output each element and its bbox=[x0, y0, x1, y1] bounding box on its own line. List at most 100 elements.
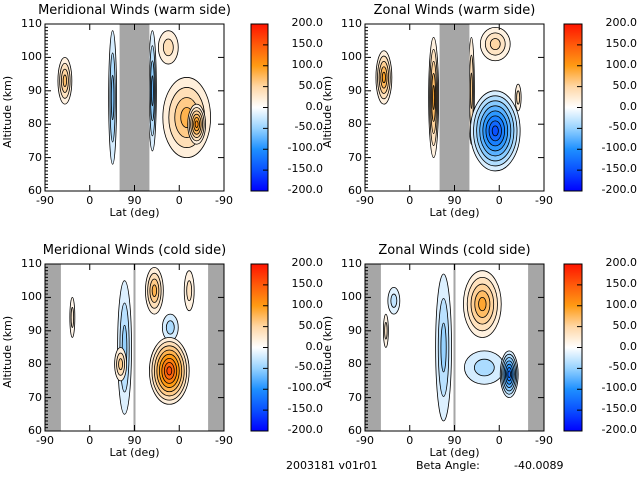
y-tick-label: 100 bbox=[341, 290, 362, 304]
colorbar-tick-label: 100.0 bbox=[605, 57, 638, 71]
colorbar-tick-label: -200.0 bbox=[601, 183, 637, 196]
x-tick-label: 0 bbox=[406, 434, 414, 447]
contour-level bbox=[158, 353, 180, 388]
contour-level bbox=[163, 362, 175, 380]
contour-level bbox=[464, 350, 505, 385]
y-tick-label: 90 bbox=[28, 83, 42, 97]
x-tick-label: 90 bbox=[447, 434, 462, 447]
colorbar-tick-label: -150.0 bbox=[601, 162, 637, 176]
contour-level bbox=[478, 296, 487, 312]
x-axis-label: Lat (deg) bbox=[429, 446, 480, 459]
contour-feature bbox=[463, 270, 502, 338]
contour-level bbox=[435, 273, 452, 422]
y-axis-label: Altitude (km) bbox=[321, 75, 334, 148]
contour-level bbox=[470, 90, 521, 172]
contour-level bbox=[150, 60, 155, 122]
contour-level bbox=[162, 77, 211, 158]
colorbar-tick-label: -100.0 bbox=[287, 381, 323, 395]
contour-level bbox=[145, 266, 164, 315]
contour-level bbox=[485, 115, 505, 147]
plot-frame bbox=[44, 23, 225, 192]
contour-level bbox=[473, 95, 518, 167]
contour-feature bbox=[187, 103, 207, 145]
contour-level bbox=[469, 54, 474, 127]
contour-feature bbox=[69, 296, 76, 338]
y-tick-label: 60 bbox=[28, 424, 42, 437]
colorbar-tick-label: 0.0 bbox=[305, 339, 324, 353]
contour-feature bbox=[162, 77, 211, 158]
contour-feature bbox=[117, 280, 132, 415]
colorbar-tick-label: -50.0 bbox=[294, 120, 323, 134]
colorbar-tick-label: -150.0 bbox=[287, 162, 323, 176]
y-axis-label: Altitude (km) bbox=[321, 315, 334, 388]
contour-level bbox=[165, 320, 175, 335]
contour-layer bbox=[365, 264, 544, 431]
y-tick-label: 80 bbox=[348, 357, 362, 371]
contour-feature bbox=[470, 90, 521, 172]
contour-level bbox=[437, 298, 450, 397]
footer-beta-value: -40.0089 bbox=[514, 459, 564, 472]
contour-feature bbox=[479, 26, 511, 62]
colorbar-tick-label: -100.0 bbox=[601, 141, 637, 155]
contour-level bbox=[149, 278, 160, 303]
contour-level bbox=[473, 358, 495, 377]
contour-level bbox=[110, 74, 115, 121]
contour-feature bbox=[157, 30, 179, 65]
contour-feature bbox=[387, 286, 401, 315]
contour-level bbox=[151, 341, 188, 401]
contour-level bbox=[470, 283, 495, 325]
x-tick-label: 0 bbox=[495, 434, 503, 447]
contour-feature bbox=[468, 36, 475, 145]
x-tick-label: 0 bbox=[495, 194, 503, 207]
contour-level bbox=[161, 357, 178, 384]
y-tick-label: 100 bbox=[341, 50, 362, 64]
colorbar-tick-label: -100.0 bbox=[287, 141, 323, 155]
y-tick-label: 90 bbox=[28, 323, 42, 337]
contour-feature bbox=[114, 347, 127, 382]
colorbar-tick-label: 100.0 bbox=[291, 57, 324, 71]
x-tick-label: -90 bbox=[535, 434, 553, 447]
contour-level bbox=[503, 360, 515, 388]
contour-level bbox=[161, 313, 179, 342]
x-tick-label: 90 bbox=[447, 194, 462, 207]
contour-feature bbox=[57, 57, 73, 105]
contour-level bbox=[149, 45, 156, 137]
contour-level bbox=[502, 357, 516, 392]
contour-level bbox=[193, 117, 201, 132]
colorbar-tick-label: 200.0 bbox=[291, 16, 324, 29]
chart-title: Meridional Winds (cold side) bbox=[42, 243, 227, 258]
contour-feature bbox=[183, 270, 195, 312]
contour-feature bbox=[108, 30, 118, 165]
x-tick-label: 90 bbox=[127, 194, 142, 207]
contour-level bbox=[516, 90, 521, 105]
contour-level bbox=[62, 74, 68, 88]
contour-feature bbox=[161, 313, 179, 342]
contour-level bbox=[468, 36, 475, 145]
contour-layer bbox=[45, 264, 224, 431]
contour-level bbox=[148, 30, 157, 152]
contour-level bbox=[432, 85, 436, 110]
contour-level bbox=[377, 55, 391, 100]
colorbar-tick-label: 50.0 bbox=[612, 78, 638, 92]
contour-level bbox=[174, 97, 200, 138]
x-tick-label: -90 bbox=[535, 194, 553, 207]
y-tick-label: 90 bbox=[348, 323, 362, 337]
colorbar-tick-label: 100.0 bbox=[291, 297, 324, 311]
contour-level bbox=[428, 36, 439, 159]
contour-level bbox=[117, 280, 132, 415]
contour-level bbox=[479, 26, 511, 62]
contour-level bbox=[501, 353, 518, 395]
contour-level bbox=[191, 113, 202, 135]
contour-level bbox=[183, 270, 195, 312]
contour-level bbox=[150, 75, 154, 107]
contour-level bbox=[70, 307, 74, 328]
contour-feature bbox=[382, 313, 389, 348]
colorbar-tick-label: 0.0 bbox=[619, 339, 638, 353]
y-axis-label: Altitude (km) bbox=[1, 315, 14, 388]
masked-region bbox=[453, 264, 456, 431]
masked-region bbox=[528, 264, 544, 431]
colorbar-tick-label: 200.0 bbox=[291, 256, 324, 269]
contour-level bbox=[151, 284, 158, 297]
contour-level bbox=[119, 302, 130, 393]
contour-feature bbox=[464, 350, 505, 385]
